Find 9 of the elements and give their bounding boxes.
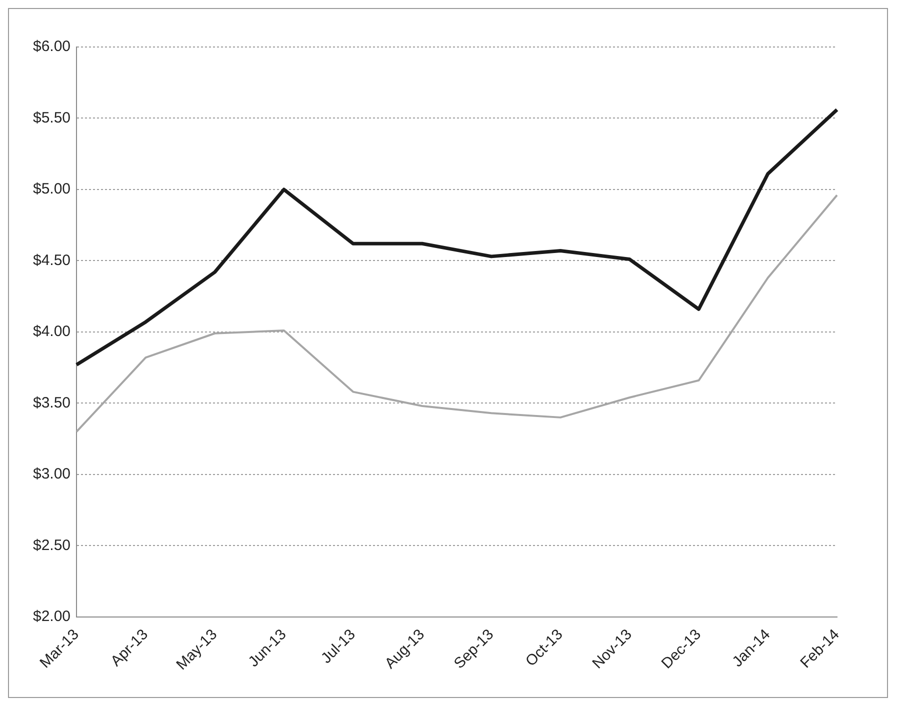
y-tick-label: $6.00: [32, 38, 71, 56]
y-tick-label: $3.00: [32, 466, 71, 483]
y-tick-label: $5.50: [32, 109, 71, 126]
y-tick-label: $5.00: [32, 180, 71, 198]
y-tick-label: $4.00: [32, 323, 71, 340]
y-tick-label: $4.50: [32, 252, 71, 269]
y-tick-label: $3.50: [32, 394, 71, 412]
y-tick-label: $2.50: [32, 536, 71, 554]
y-tick-label: $2.00: [32, 608, 71, 626]
